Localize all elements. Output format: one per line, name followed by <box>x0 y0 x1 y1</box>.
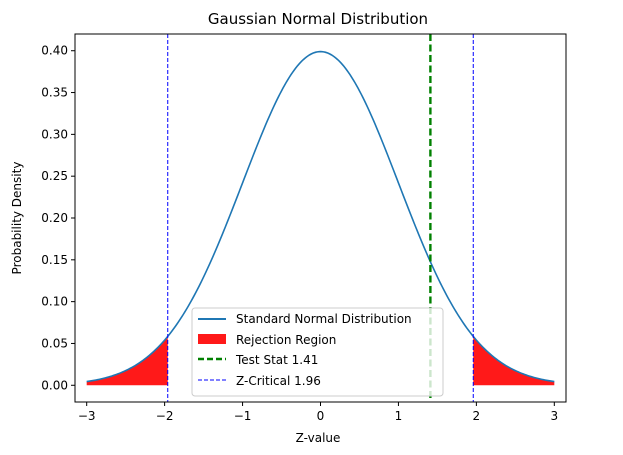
normal-curve-line <box>86 50 555 383</box>
y-tick-label: 0.20 <box>41 211 68 225</box>
x-tick-label: 0 <box>317 409 325 423</box>
y-tick-label: 0.35 <box>41 86 68 100</box>
rejection-region-left <box>86 336 168 386</box>
x-tick-label: −1 <box>234 409 252 423</box>
x-tick-label: 1 <box>395 409 403 423</box>
y-tick-label: 0.25 <box>41 169 68 183</box>
x-tick-label: 3 <box>550 409 558 423</box>
x-axis-label: Z-value <box>296 431 341 445</box>
x-axis-ticks: −3 −2 −1 0 1 2 3 <box>78 402 558 423</box>
legend: Standard Normal Distribution Rejection R… <box>191 307 444 397</box>
x-tick-label: −3 <box>78 409 96 423</box>
legend-curve-label: Standard Normal Distribution <box>236 312 412 326</box>
chart-title: Gaussian Normal Distribution <box>208 10 428 28</box>
x-tick-label: −2 <box>156 409 174 423</box>
legend-rejection-label: Rejection Region <box>236 333 336 347</box>
y-axis-ticks: 0.00 0.05 0.10 0.15 0.20 0.25 0.30 0.35 0.40 <box>41 44 75 392</box>
y-tick-label: 0.40 <box>41 44 68 58</box>
legend-test-stat-label: Test Stat 1.41 <box>235 353 318 367</box>
x-tick-label: 2 <box>473 409 481 423</box>
legend-box <box>191 307 444 397</box>
y-axis-label: Probability Density <box>10 162 24 275</box>
y-tick-label: 0.10 <box>41 295 68 309</box>
rejection-region-right <box>473 336 555 386</box>
legend-z-critical-label: Z-Critical 1.96 <box>236 374 321 388</box>
y-tick-label: 0.00 <box>41 378 68 392</box>
y-tick-label: 0.15 <box>41 253 68 267</box>
y-tick-label: 0.30 <box>41 127 68 141</box>
legend-rejection-swatch <box>198 334 226 344</box>
y-tick-label: 0.05 <box>41 336 68 350</box>
